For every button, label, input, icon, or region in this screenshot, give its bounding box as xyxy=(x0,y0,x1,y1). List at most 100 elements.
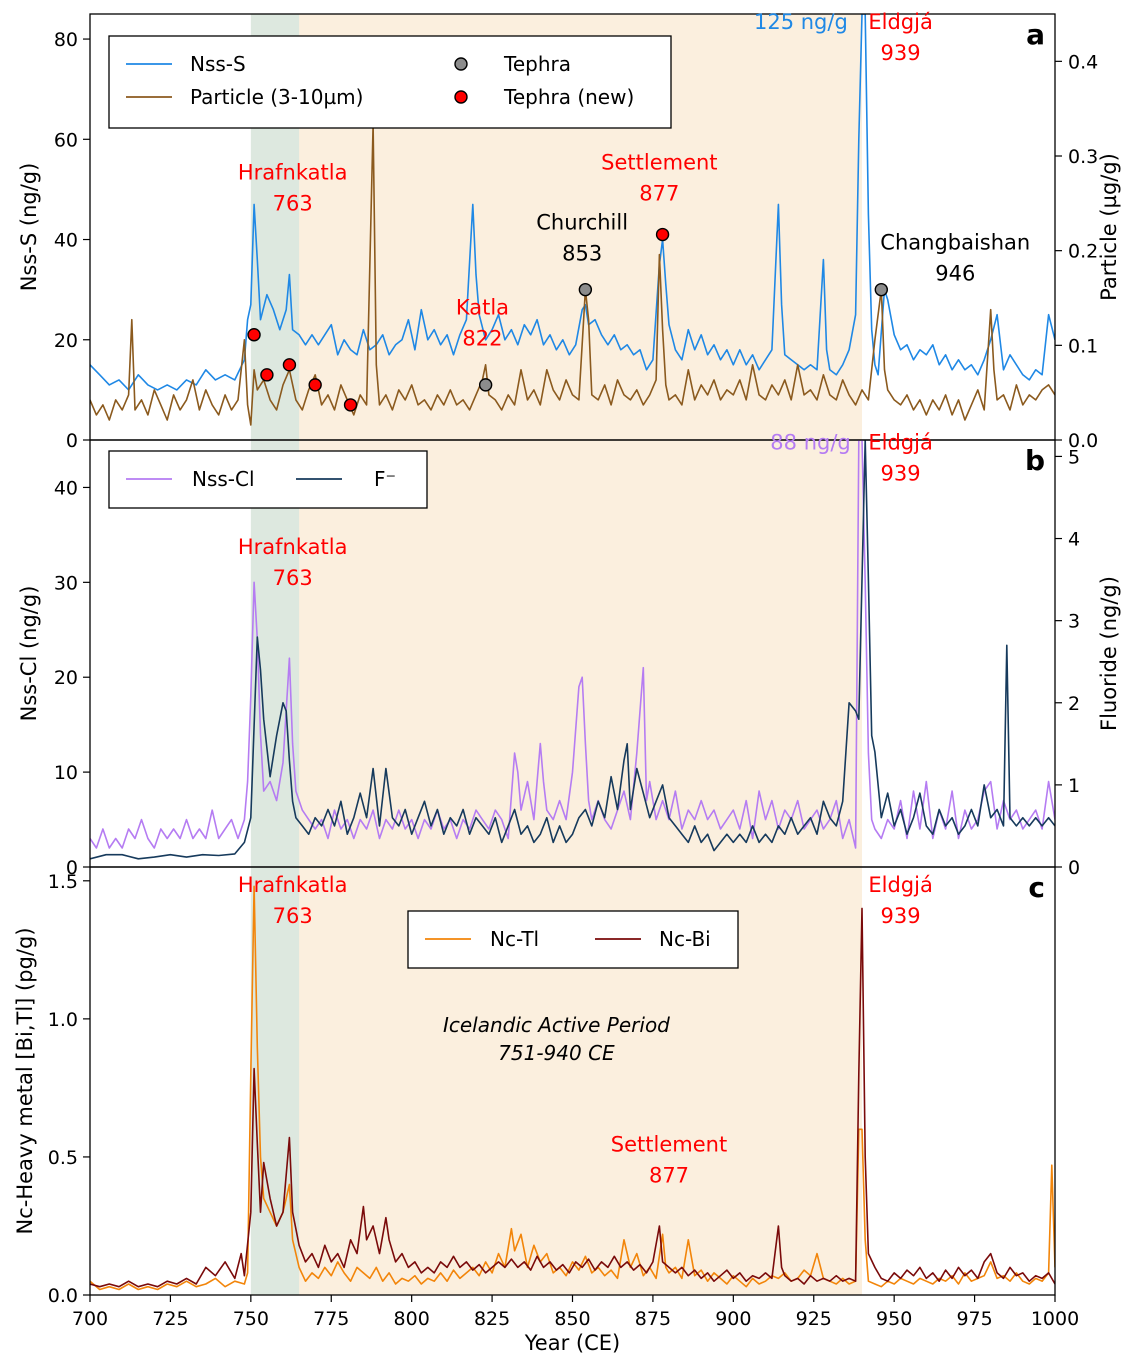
y-right-tick-label: 5 xyxy=(1068,446,1080,468)
panel-a: 0 20 40 60 80 Nss-S (ng/g) 0.0 0.1 0.2 0.3 0.4 Part… xyxy=(17,10,1121,452)
annotation-settlement: Settlement xyxy=(611,1132,727,1156)
shaded-bands xyxy=(250,14,863,1295)
y-tick-label: 20 xyxy=(54,330,78,352)
active-period-range: 751-940 CE xyxy=(498,1041,615,1065)
annotation-year: 877 xyxy=(639,181,679,205)
legend: Nc-Tl Nc-Bi xyxy=(407,910,739,969)
x-tick-label: 975 xyxy=(956,1308,992,1330)
y-tick-label: 0 xyxy=(66,857,78,879)
x-tick-label: 725 xyxy=(152,1308,188,1330)
y-tick-label: 1.5 xyxy=(48,871,78,893)
annotation-changbaishan: Changbaishan xyxy=(880,231,1030,255)
x-tick-label: 825 xyxy=(474,1308,510,1330)
legend-label: Tephra (new) xyxy=(503,85,634,109)
x-tick-label: 1000 xyxy=(1031,1308,1079,1330)
x-tick-label: 850 xyxy=(554,1308,590,1330)
legend-label: Nc-Bi xyxy=(659,927,711,951)
tephra-point xyxy=(655,227,670,242)
legend: Nss-S Particle (3-10µm) Tephra Tephra (new) xyxy=(108,35,672,129)
tephra-point xyxy=(282,358,297,372)
series-line-nss-cl xyxy=(90,440,1055,849)
x-tick-label: 700 xyxy=(72,1308,108,1330)
series-line-f xyxy=(90,440,1055,860)
x-tick-label: 875 xyxy=(635,1308,671,1330)
annotation-year: 763 xyxy=(273,191,313,215)
legend-label: Nc-Tl xyxy=(490,927,539,951)
y-right-tick-label: 0.0 xyxy=(1068,430,1098,452)
annotation-year: 763 xyxy=(273,904,313,928)
tephra-point xyxy=(247,328,261,342)
x-tick-label: 775 xyxy=(313,1308,349,1330)
x-tick-label: 800 xyxy=(394,1308,430,1330)
y-right-axis-label: Fluoride (ng/g) xyxy=(1097,576,1121,731)
legend-label: Nss-S xyxy=(190,52,246,76)
annotation-year: 763 xyxy=(273,566,313,590)
y-tick-label: 20 xyxy=(54,667,78,689)
active-period-label: Icelandic Active Period 751-940 CE xyxy=(443,1013,670,1065)
y-tick-label: 60 xyxy=(54,129,78,151)
annotation-year: 939 xyxy=(881,41,921,65)
tephra-point xyxy=(260,368,274,382)
legend-label: Nss-Cl xyxy=(192,467,255,491)
annotation-eldgj: Eldgjá xyxy=(868,10,932,34)
annotation-125-ng-g: 125 ng/g xyxy=(754,10,848,34)
y-right-tick-label: 0.1 xyxy=(1068,335,1098,357)
legend-label: Tephra xyxy=(503,52,571,76)
y-right-axis-label: Particle (µg/g) xyxy=(1097,153,1121,301)
annotation-hrafnkatla: Hrafnkatla xyxy=(238,160,348,184)
series-line-particle-3-10-m xyxy=(90,123,1055,426)
legend: Nss-Cl F⁻ xyxy=(108,450,428,509)
tephra-point xyxy=(874,282,888,297)
y-axis-label: Nc-Heavy metal [Bi,Tl] (pg/g) xyxy=(13,927,37,1234)
y-tick-label: 30 xyxy=(54,572,78,594)
y-right-tick-label: 4 xyxy=(1068,529,1080,551)
y-right-tick-label: 0 xyxy=(1068,857,1080,879)
legend-marker xyxy=(454,57,468,71)
panel-b: 0 10 20 30 40 Nss-Cl (ng/g) 0 1 2 3 4 5 Fluoride (ng… xyxy=(17,430,1121,879)
y-tick-label: 40 xyxy=(54,477,78,499)
y-tick-label: 10 xyxy=(54,762,78,784)
x-tick-label: 900 xyxy=(715,1308,751,1330)
y-right-tick-label: 2 xyxy=(1068,693,1080,715)
annotation-year: 853 xyxy=(562,242,602,266)
tephra-point xyxy=(343,398,358,412)
legend-box xyxy=(108,450,428,509)
panel-label: a xyxy=(1026,18,1045,51)
y-right-tick-label: 0.3 xyxy=(1068,146,1098,168)
y-tick-label: 40 xyxy=(54,230,78,252)
legend-label: F⁻ xyxy=(374,467,396,491)
legend-marker xyxy=(454,90,468,104)
y-tick-label: 0.0 xyxy=(48,1285,78,1307)
y-axis-label: Nss-S (ng/g) xyxy=(17,163,41,292)
legend-box xyxy=(108,35,672,129)
active-period-title: Icelandic Active Period xyxy=(443,1013,670,1037)
y-tick-label: 0.5 xyxy=(48,1147,78,1169)
x-axis-label: Year (CE) xyxy=(524,1331,620,1355)
annotation-katla: Katla xyxy=(456,296,509,320)
y-tick-label: 1.0 xyxy=(48,1009,78,1031)
active-period-band xyxy=(254,14,863,1295)
annotation-year: 939 xyxy=(881,904,921,928)
y-right-tick-label: 1 xyxy=(1068,775,1080,797)
y-right-tick-label: 3 xyxy=(1068,611,1080,633)
x-tick-label: 950 xyxy=(876,1308,912,1330)
x-tick-label: 750 xyxy=(233,1308,269,1330)
x-tick-label: 925 xyxy=(796,1308,832,1330)
annotation-year: 946 xyxy=(935,262,975,286)
annotation-year: 939 xyxy=(881,461,921,485)
annotation-eldgj: Eldgjá xyxy=(868,430,932,454)
panel-c: 0.0 0.5 1.0 1.5 Nc-Heavy metal [Bi,Tl] (pg/g… xyxy=(13,866,1079,1330)
annotation-hrafnkatla: Hrafnkatla xyxy=(238,873,348,897)
annotation-88-ng-g: 88 ng/g xyxy=(770,430,850,454)
y-tick-label: 80 xyxy=(54,29,78,51)
tephra-point xyxy=(308,378,322,392)
annotation-settlement: Settlement xyxy=(601,150,717,174)
annotation-eldgj: Eldgjá xyxy=(868,873,932,897)
series-line-nss-s xyxy=(90,14,1055,391)
y-right-tick-label: 0.4 xyxy=(1068,51,1098,73)
y-axis-label: Nss-Cl (ng/g) xyxy=(17,586,41,722)
annotation-churchill: Churchill xyxy=(536,211,628,235)
panel-label: c xyxy=(1028,871,1045,904)
tephra-point xyxy=(578,282,593,297)
